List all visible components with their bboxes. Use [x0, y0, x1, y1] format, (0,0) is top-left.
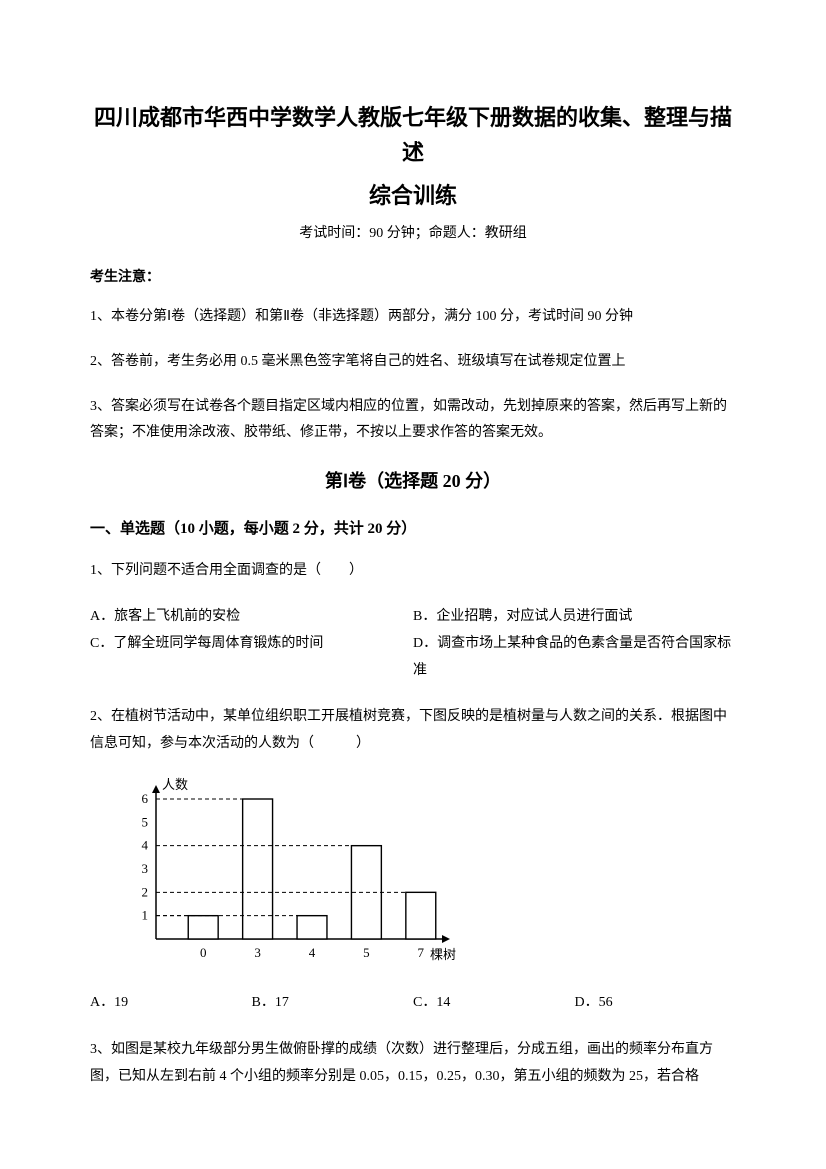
notice-item-3: 3、答案必须写在试卷各个题目指定区域内相应的位置，如需改动，先划掉原来的答案，然…: [90, 394, 736, 447]
q2-opt-b: B．17: [252, 990, 414, 1017]
notice-item-2: 2、答卷前，考生务必用 0.5 毫米黑色签字笔将自己的姓名、班级填写在试卷规定位…: [90, 349, 736, 376]
bar-chart-svg: 人数棵树 1 2 3 4 5 6 0 3 4 5 7: [118, 777, 458, 967]
svg-text:5: 5: [363, 945, 370, 960]
svg-text:2: 2: [142, 885, 149, 900]
svg-text:0: 0: [200, 945, 207, 960]
question-2-stem: 2、在植树节活动中，某单位组织职工开展植树竞赛，下图反映的是植树量与人数之间的关…: [90, 704, 736, 757]
part-heading: 一、单选题（10 小题，每小题 2 分，共计 20 分）: [90, 517, 736, 538]
title-sub: 综合训练: [90, 178, 736, 210]
svg-text:6: 6: [142, 791, 149, 806]
q1-opt-b: B．企业招聘，对应试人员进行面试: [413, 604, 736, 631]
question-3-stem: 3、如图是某校九年级部分男生做俯卧撑的成绩（次数）进行整理后，分成五组，画出的频…: [90, 1037, 736, 1090]
q1-opt-a: A．旅客上飞机前的安检: [90, 604, 413, 631]
svg-text:7: 7: [418, 945, 425, 960]
q2-opt-d: D．56: [575, 990, 737, 1017]
notice-heading: 考生注意：: [90, 266, 736, 286]
section-title: 第Ⅰ卷（选择题 20 分）: [90, 467, 736, 493]
notice-item-1: 1、本卷分第Ⅰ卷（选择题）和第Ⅱ卷（非选择题）两部分，满分 100 分，考试时间…: [90, 304, 736, 331]
question-2-options: A．19 B．17 C．14 D．56: [90, 990, 736, 1017]
q2-opt-c: C．14: [413, 990, 575, 1017]
q2-chart: 人数棵树 1 2 3 4 5 6 0 3 4 5 7: [118, 777, 736, 972]
svg-text:3: 3: [142, 861, 149, 876]
q1-opt-c: C．了解全班同学每周体育锻炼的时间: [90, 631, 413, 684]
svg-text:4: 4: [142, 838, 149, 853]
svg-text:人数: 人数: [162, 777, 188, 792]
q1-opt-d: D．调查市场上某种食品的色素含量是否符合国家标准: [413, 631, 736, 684]
svg-text:5: 5: [142, 815, 149, 830]
question-1-options: A．旅客上飞机前的安检 B．企业招聘，对应试人员进行面试 C．了解全班同学每周体…: [90, 604, 736, 684]
svg-text:1: 1: [142, 908, 149, 923]
q2-opt-a: A．19: [90, 990, 252, 1017]
svg-text:棵树: 棵树: [430, 947, 456, 962]
svg-text:3: 3: [254, 945, 261, 960]
exam-info: 考试时间：90 分钟；命题人：教研组: [90, 222, 736, 242]
svg-text:4: 4: [309, 945, 316, 960]
question-1-stem: 1、下列问题不适合用全面调查的是（ ）: [90, 558, 736, 585]
title-main: 四川成都市华西中学数学人教版七年级下册数据的收集、整理与描述: [90, 100, 736, 170]
